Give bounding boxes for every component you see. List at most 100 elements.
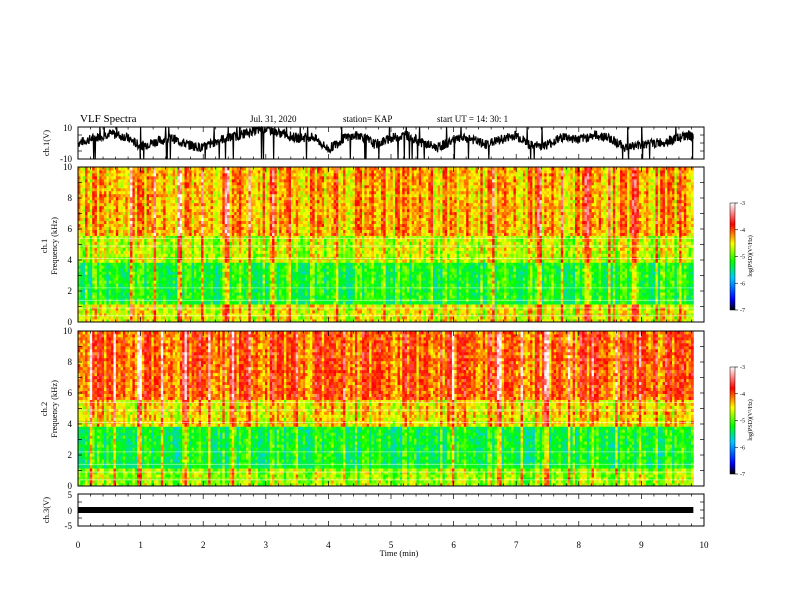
ch1-spectrogram-cell (170, 229, 174, 233)
ch1-spectrogram-cell (186, 226, 190, 230)
ch1-spectrogram-cell (231, 298, 235, 302)
ch1-spectrogram-cell (122, 271, 126, 275)
ch1-spectrogram-cell (293, 280, 297, 284)
ch1-spectrogram-cell (198, 253, 202, 257)
ch1-spectrogram-cell (163, 217, 166, 222)
ch1-spectrogram-cell (293, 283, 297, 287)
ch1-spectrogram-cell (250, 247, 254, 251)
ch1-spectrogram-cell (224, 247, 228, 251)
ch1-spectrogram-cell (283, 202, 287, 207)
ch1-spectrogram-cell (134, 238, 138, 242)
ch1-spectrogram-cell (276, 175, 280, 180)
ch1-spectrogram-cell (272, 310, 275, 314)
ch1-spectrogram-cell (279, 253, 282, 257)
ch1-spectrogram-cell (260, 202, 264, 207)
ch1-spectrogram-cell (250, 202, 254, 207)
ch1-spectrogram-cell (229, 277, 233, 281)
ch1-spectrogram-cell (189, 208, 193, 213)
ch1-spectrogram-cell (149, 268, 152, 272)
ch1-spectrogram-cell (196, 304, 200, 308)
ch1-spectrogram-cell (175, 298, 178, 302)
ch1-spectrogram-cell (125, 217, 129, 222)
ch1-spectrogram-cell (78, 301, 81, 305)
ch1-spectrogram-cell (250, 280, 254, 284)
ch1-spectrogram-cell (139, 310, 143, 314)
ch1-spectrogram-cell (243, 289, 247, 293)
ch1-spectrogram-cell (250, 268, 254, 272)
ch1-spectrogram-cell (125, 175, 129, 180)
ch1-spectrogram-cell (203, 232, 207, 236)
ch1-spectrogram-cell (106, 196, 110, 201)
ch1-spectrogram-cell (203, 292, 207, 296)
ch1-spectrogram-cell (113, 205, 117, 210)
ch1-spectrogram-cell (118, 271, 121, 275)
ch1-spectrogram-cell (165, 307, 169, 311)
ch1-spectrogram-cell (274, 184, 278, 189)
ch1-spectrogram-cell (101, 253, 105, 257)
ch1-spectrogram-cell (92, 304, 95, 308)
ch1-spectrogram-cell (167, 238, 171, 242)
ch1-spectrogram-cell (151, 268, 155, 272)
ch1-spectrogram-cell (130, 289, 133, 293)
ch1-spectrogram-cell (186, 241, 190, 245)
ch1-spectrogram-cell (189, 238, 193, 242)
ch1-spectrogram-cell (205, 313, 209, 317)
ch1-spectrogram-cell (175, 167, 178, 171)
ch1-spectrogram-cell (182, 187, 185, 192)
ch1-spectrogram-cell (298, 271, 301, 275)
ch1-spectrogram-cell (156, 319, 159, 322)
ch1-spectrogram-cell (82, 319, 86, 322)
ch1-spectrogram-cell (163, 262, 166, 266)
ch1-spectrogram-cell (236, 169, 240, 174)
ch1-spectrogram-cell (101, 169, 105, 174)
ch1-spectrogram-cell (191, 241, 195, 245)
ch1-spectrogram-cell (274, 301, 278, 305)
ch1-spectrogram-cell (198, 167, 202, 171)
ch1-spectrogram-cell (201, 250, 204, 254)
ch1-spectrogram-cell (170, 268, 174, 272)
ch1-spectrogram-cell (144, 202, 148, 207)
ch1-spectrogram-cell (203, 262, 207, 266)
ch1-spectrogram-cell (158, 193, 162, 198)
ch1-spectrogram-cell (137, 313, 140, 317)
ch1-spectrogram-cell (134, 280, 138, 284)
ch1-spectrogram-cell (201, 247, 204, 251)
ch1-spectrogram-cell (96, 307, 100, 311)
ch1-spectrogram-cell (172, 250, 176, 254)
ch1-spectrogram-cell (165, 262, 169, 266)
ch1-spectrogram-cell (191, 277, 195, 281)
ch1-spectrogram-cell (82, 220, 86, 225)
ch1-spectrogram-cell (137, 298, 140, 302)
ch1-spectrogram-cell (170, 292, 174, 296)
ch1-spectrogram-cell (298, 304, 301, 308)
ch1-spectrogram-cell (151, 208, 155, 213)
ch1-spectrogram-cell (241, 178, 245, 183)
ch1-spectrogram-cell (236, 196, 240, 201)
ch1-spectrogram-cell (99, 229, 103, 233)
ch1-spectrogram-cell (208, 292, 211, 296)
ch1-spectrogram-cell (80, 205, 84, 210)
ch1-spectrogram-cell (163, 226, 166, 230)
ch1-spectrogram-cell (229, 220, 233, 225)
ch1-spectrogram-cell (274, 280, 278, 284)
ch1-spectrogram-cell (118, 229, 121, 233)
ch1-spectrogram-cell (177, 220, 181, 225)
ch1-spectrogram-cell (246, 274, 249, 278)
ch1-spectrogram-cell (234, 178, 237, 183)
ch1-spectrogram-cell (283, 283, 287, 287)
ch1-spectrogram-cell (205, 277, 209, 281)
ch1-spectrogram-cell (215, 184, 219, 189)
ch1-spectrogram-cell (243, 211, 247, 216)
ch1-spectrogram-cell (80, 208, 84, 213)
ch1-spectrogram-cell (115, 214, 119, 219)
ch1-spectrogram-cell (141, 301, 145, 305)
ch1-spectrogram-cell (106, 193, 110, 198)
ch1-spectrogram-cell (108, 172, 112, 177)
ch1-spectrogram-cell (89, 175, 93, 180)
ch1-spectrogram-cell (149, 217, 152, 222)
ch1-spectrogram-cell (274, 208, 278, 213)
ch1-spectrogram-cell (241, 292, 245, 296)
ch1-spectrogram-cell (156, 235, 159, 239)
ch1-spectrogram-cell (141, 268, 145, 272)
ch1-spectrogram-cell (99, 277, 103, 281)
